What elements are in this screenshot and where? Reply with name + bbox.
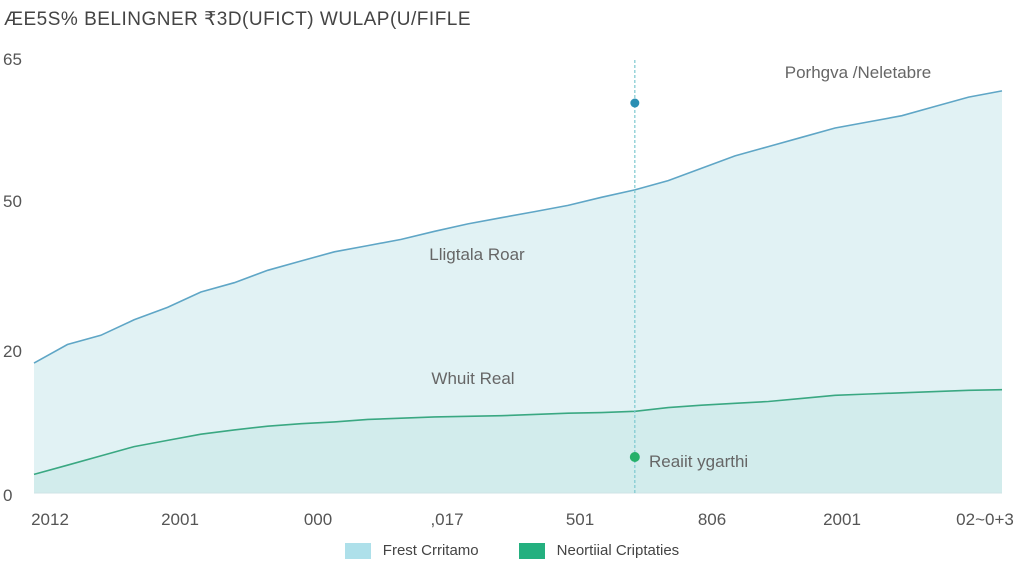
- y-tick-label-1: 20: [3, 342, 22, 361]
- annotation-1: Whuit Real: [431, 369, 514, 388]
- legend-item-1: Neortiial Criptaties: [518, 542, 680, 559]
- x-tick-label-1: 2001: [161, 510, 199, 529]
- marker-point-bottom: [629, 452, 640, 462]
- chart-title: ÆE5S% BELINGNER ₹3D(UFICT) WULAP(U/FIFLE: [4, 9, 472, 30]
- legend-label-1: Neortiial Criptaties: [556, 542, 680, 559]
- marker-point-top: [630, 98, 640, 108]
- y-tick-label-3: 65: [3, 50, 22, 69]
- x-tick-label-6: 2001: [823, 510, 861, 529]
- annotation-0: Lligtala Roar: [429, 245, 525, 264]
- x-tick-label-2: 000: [304, 510, 332, 529]
- legend-item-0: Frest Crritamo: [344, 542, 479, 559]
- legend: Frest Crritamo Neortiial Criptaties: [0, 542, 1024, 559]
- line-series-1: [33, 388, 1003, 476]
- annotation-2: Porhgva /Neletabre: [785, 63, 931, 82]
- line-series-0: [33, 90, 1003, 364]
- legend-swatch-0: [344, 542, 371, 559]
- x-tick-label-3: ,017: [430, 510, 463, 529]
- y-tick-label-2: 50: [3, 192, 22, 211]
- x-tick-label-0: 2012: [31, 510, 69, 529]
- x-tick-label-4: 501: [566, 510, 594, 529]
- area-series-0: [34, 90, 1002, 494]
- annotation-3: Reaiit ygarthi: [649, 452, 748, 471]
- x-tick-label-7: 02~0+3: [956, 510, 1014, 529]
- x-tick-label-5: 806: [698, 510, 726, 529]
- legend-label-0: Frest Crritamo: [382, 542, 479, 559]
- area-series-1: [34, 389, 1002, 493]
- y-tick-label-0: 0: [3, 486, 12, 505]
- legend-swatch-1: [518, 542, 545, 559]
